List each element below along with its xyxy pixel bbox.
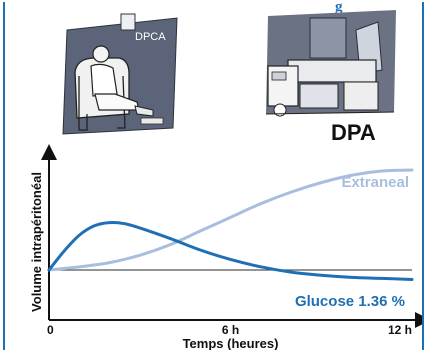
series-line-extraneal [47, 168, 414, 272]
x-axis-title: Temps (heures) [183, 336, 279, 350]
chart-axes [41, 144, 422, 328]
series-label-extraneal: Extraneal [341, 174, 409, 191]
bedside-machine-icon [260, 10, 400, 120]
chart-labels-layer: 0 6 h 12 h Temps (heures) Volume intrapérito… [29, 172, 412, 350]
y-axis-title: Volume intrapéritonéal [29, 172, 44, 312]
volume-chart: 0 6 h 12 h Temps (heures) Volume intrapérito… [29, 144, 422, 350]
chart-series-layer [47, 168, 414, 281]
figure-frame: g DPCA [3, 0, 424, 350]
person-in-armchair-icon: DPCA [57, 10, 187, 140]
dpa-label: DPA [331, 120, 376, 145]
header-fragment: g [335, 0, 343, 15]
x-tick-label: 12 h [388, 323, 412, 337]
x-tick-label: 0 [47, 323, 54, 337]
x-tick-label: 6 h [222, 323, 239, 337]
series-label-glucose: Glucose 1.36 % [295, 293, 405, 310]
series-line-glucose [47, 221, 414, 281]
dpca-label: DPCA [135, 31, 166, 43]
